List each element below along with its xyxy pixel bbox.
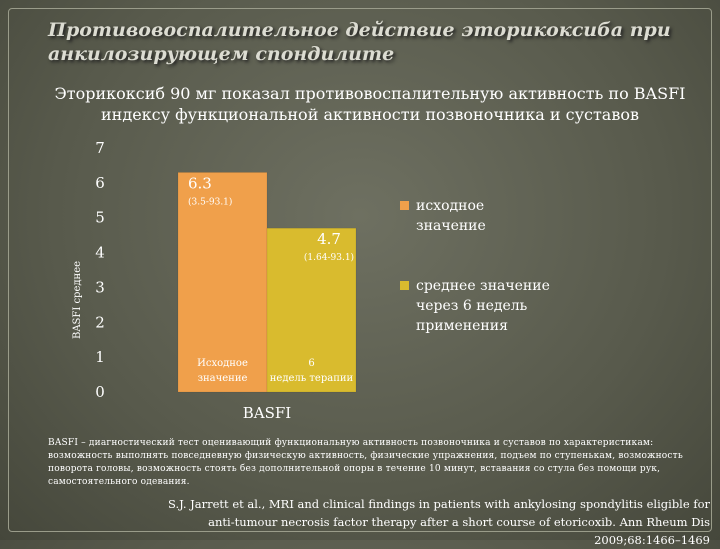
legend-label-6-weeks: среднее значение через 6 недель применен… <box>416 278 550 334</box>
bar-category-label-1-line-2: недель терапии <box>270 373 354 384</box>
y-tick-label-3: 3 <box>95 278 105 296</box>
slide-subtitle: Эторикоксиб 90 мг показал противовоспали… <box>54 84 686 124</box>
slide-title: Противовоспалительное действие эторикокс… <box>48 19 671 65</box>
legend-item-baseline: исходное значение <box>400 196 550 236</box>
x-axis-label: BASFI <box>243 404 292 422</box>
y-tick-label-2: 2 <box>95 313 105 331</box>
bar-range-label-0: (3.5-93.1) <box>188 196 232 207</box>
y-tick-label-6: 6 <box>95 174 105 192</box>
y-tick-label-5: 5 <box>95 209 105 227</box>
bar-0 <box>177 172 268 393</box>
legend-item-6-weeks: среднее значение через 6 недель применен… <box>400 276 550 336</box>
bar-1 <box>266 227 357 393</box>
y-tick-label-4: 4 <box>95 244 105 262</box>
bar-category-label-0-line-2: значение <box>198 373 248 384</box>
legend-label-baseline: исходное значение <box>416 198 486 234</box>
bar-value-label-0: 6.3 <box>188 174 212 192</box>
y-axis-label: BASFI среднее <box>72 261 83 339</box>
y-tick-label-0: 0 <box>95 383 105 401</box>
legend-swatch-6-weeks <box>400 281 409 290</box>
basfi-footnote: BASFI – диагностический тест оценивающий… <box>48 438 683 487</box>
slide-frame <box>8 8 712 532</box>
legend-swatch-baseline <box>400 201 409 210</box>
bar-value-label-1: 4.7 <box>317 230 341 248</box>
chart-legend: исходное значение среднее значение через… <box>400 196 550 336</box>
bar-category-label-0-line-1: Исходное <box>197 358 248 369</box>
y-tick-label-1: 1 <box>95 348 105 366</box>
citation: S.J. Jarrett et al., MRI and clinical fi… <box>168 497 710 547</box>
y-tick-label-7: 7 <box>95 139 105 157</box>
bar-range-label-1: (1.64-93.1) <box>304 252 354 263</box>
bar-category-label-1-line-1: 6 <box>308 358 314 369</box>
